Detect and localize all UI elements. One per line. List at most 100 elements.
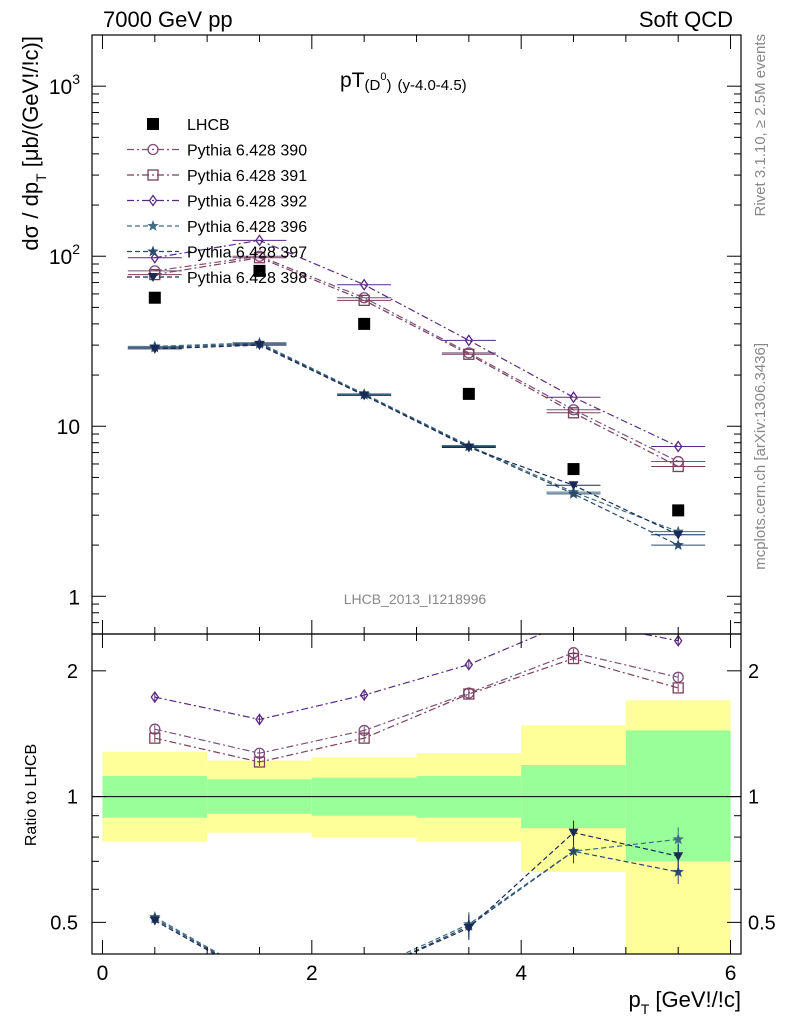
- legend-marker: [148, 194, 158, 207]
- ratio-point: [672, 682, 684, 694]
- legend-marker: [147, 245, 159, 257]
- legend-entry: Pythia 6.428 396: [127, 219, 307, 236]
- ratio-plot-panel: 0 2 4 6 0.5 0.5 1 1 2 2 Ratio to LHCB pT [GeV!/!c…: [23, 615, 776, 1017]
- legend-label: LHCB: [187, 117, 230, 134]
- ratio-point: [254, 971, 265, 982]
- data-point: [359, 278, 369, 291]
- data-point: [359, 391, 370, 401]
- legend-marker: [147, 220, 159, 231]
- data-point: [567, 463, 580, 476]
- data-point: [567, 407, 580, 419]
- ratio-point: [568, 828, 579, 838]
- data-point: [255, 234, 264, 247]
- legend-marker: [147, 118, 159, 130]
- data-point: [149, 344, 160, 354]
- data-point: [569, 391, 578, 404]
- legend-label: Pythia 6.428 396: [187, 219, 307, 236]
- ratio-point: [567, 845, 580, 857]
- ratio-point: [567, 652, 580, 665]
- ratio-point: [359, 971, 369, 980]
- legend-entry: Pythia 6.428 390: [127, 143, 307, 160]
- series-line: [154, 344, 679, 536]
- data-point: [358, 317, 371, 330]
- y-tick-label: 103: [49, 71, 80, 99]
- ratio-y-tick-label-right: 2: [748, 661, 759, 683]
- y-axis-label: dσ / dpT [μb/(GeV!/!c)]: [18, 36, 49, 251]
- ratio-point: [464, 658, 474, 671]
- ratio-y-tick-label-right: 1: [748, 787, 759, 809]
- data-point: [673, 530, 684, 540]
- series-line: [154, 342, 679, 533]
- ratio-point: [255, 713, 264, 726]
- data-point: [462, 387, 475, 400]
- ratio-series-2: [150, 615, 683, 726]
- data-point: [358, 294, 370, 307]
- x-tick-label: 0: [97, 962, 109, 985]
- ratio-point: [358, 969, 369, 980]
- ratio-point: [359, 688, 369, 702]
- data-point: [672, 460, 684, 473]
- ratio-plot-frame: [91, 633, 742, 955]
- legend-label: Pythia 6.428 391: [187, 168, 307, 185]
- legend-label: Pythia 6.428 390: [187, 143, 307, 160]
- main-plot-panel: 1 10 102 103 pT(D0) (y-4.0-4.5) LHCB_2013_I1…: [18, 34, 742, 635]
- ratio-point: [254, 972, 265, 983]
- series-line: [154, 343, 679, 546]
- ratio-point: [463, 923, 474, 933]
- ratio-y-axis-label: Ratio to LHCB: [23, 744, 40, 846]
- legend-label: Pythia 6.428 397: [187, 245, 307, 262]
- y-tick-label: 1: [68, 586, 80, 609]
- series-3: [127, 234, 706, 453]
- rivet-version-label: Rivet 3.1.10, ≥ 2.5M events: [752, 34, 769, 217]
- series-line: [154, 239, 679, 448]
- data-point: [254, 341, 265, 351]
- legend-entry: Pythia 6.428 392: [127, 194, 307, 211]
- data-point: [148, 291, 161, 304]
- data-point: [568, 481, 579, 491]
- data-point: [672, 504, 685, 517]
- ratio-line: [154, 657, 679, 763]
- ratio-point: [149, 732, 161, 744]
- ratio-point: [570, 615, 577, 625]
- ratio-series-1: [149, 652, 684, 768]
- data-point: [567, 487, 580, 499]
- legend-label: Pythia 6.428 398: [187, 270, 307, 287]
- ratio-point: [673, 852, 684, 862]
- legend-entry: Pythia 6.428 391: [127, 168, 307, 185]
- ratio-point: [149, 916, 160, 926]
- ratio-point: [254, 975, 264, 984]
- ratio-point: [672, 865, 684, 877]
- legend-marker: [147, 143, 159, 156]
- data-point: [253, 252, 266, 264]
- x-tick-label: 4: [515, 962, 527, 985]
- series-5: [127, 337, 706, 550]
- ratio-series-group: [149, 615, 684, 984]
- ratio-point: [150, 691, 160, 704]
- ratio-point: [463, 688, 475, 700]
- legend-label: Pythia 6.428 392: [187, 194, 307, 211]
- ratio-point: [672, 833, 684, 845]
- ratio-y-tick-label-left: 2: [67, 661, 78, 683]
- analysis-watermark: LHCB_2013_I1218996: [344, 591, 487, 607]
- plot-title: pT(D0) (y-4.0-4.5): [340, 69, 467, 94]
- mcplots-label: mcplots.cern.ch [arXiv:1306.3436]: [752, 343, 769, 570]
- ratio-point: [358, 732, 370, 744]
- series-0: [148, 264, 685, 517]
- y-tick-label: 10: [57, 416, 80, 439]
- series-6: [127, 341, 706, 540]
- legend-entry: Pythia 6.428 397: [127, 245, 307, 262]
- ratio-y-tick-label-left: 1: [67, 787, 78, 809]
- data-point: [463, 348, 475, 360]
- ratio-point: [673, 634, 683, 647]
- data-point: [672, 539, 684, 550]
- x-tick-label: 6: [725, 962, 737, 985]
- ratio-y-tick-label-right: 0.5: [748, 912, 776, 934]
- ratio-line: [154, 652, 679, 754]
- legend: LHCB Pythia 6.428 390 Pythia 6.428 391 Pyth…: [127, 117, 307, 287]
- ratio-point: [358, 966, 369, 977]
- header-left: 7000 GeV pp: [103, 7, 233, 32]
- header-right: Soft QCD: [639, 7, 733, 32]
- ratio-y-tick-label-left: 0.5: [50, 912, 78, 934]
- legend-marker: [147, 169, 159, 181]
